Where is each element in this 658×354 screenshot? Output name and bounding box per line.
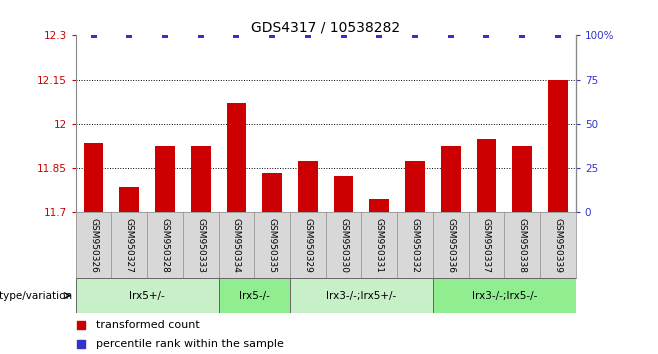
Point xyxy=(76,341,86,347)
Text: GSM950329: GSM950329 xyxy=(303,218,313,273)
Bar xyxy=(226,103,246,212)
Text: lrx5+/-: lrx5+/- xyxy=(129,291,165,301)
Bar xyxy=(370,199,389,212)
Bar xyxy=(513,146,532,212)
Text: genotype/variation: genotype/variation xyxy=(0,291,72,301)
Point xyxy=(195,33,206,38)
Bar xyxy=(290,278,433,313)
Point xyxy=(124,33,134,38)
Point xyxy=(231,33,241,38)
Text: GSM950336: GSM950336 xyxy=(446,218,455,273)
Point xyxy=(517,33,528,38)
Point xyxy=(445,33,456,38)
Bar xyxy=(191,146,211,212)
Text: GSM950333: GSM950333 xyxy=(196,218,205,273)
Point xyxy=(88,33,99,38)
Bar xyxy=(476,139,496,212)
Bar xyxy=(405,161,425,212)
Bar xyxy=(218,278,290,313)
Point xyxy=(410,33,420,38)
Bar xyxy=(441,146,461,212)
Point xyxy=(553,33,563,38)
Text: lrx3-/-;lrx5+/-: lrx3-/-;lrx5+/- xyxy=(326,291,397,301)
Text: transformed count: transformed count xyxy=(95,320,199,331)
Text: GSM950326: GSM950326 xyxy=(89,218,98,273)
Text: GSM950332: GSM950332 xyxy=(411,218,420,273)
Bar xyxy=(334,176,353,212)
Text: GSM950337: GSM950337 xyxy=(482,218,491,273)
Point xyxy=(160,33,170,38)
Bar xyxy=(433,278,576,313)
Bar xyxy=(298,161,318,212)
Point xyxy=(481,33,492,38)
Point xyxy=(76,322,86,328)
Bar xyxy=(120,187,139,212)
Text: GSM950330: GSM950330 xyxy=(339,218,348,273)
Text: GSM950331: GSM950331 xyxy=(375,218,384,273)
Bar xyxy=(548,80,568,212)
Point xyxy=(303,33,313,38)
Text: GSM950339: GSM950339 xyxy=(553,218,563,273)
Bar xyxy=(155,146,175,212)
Text: GSM950328: GSM950328 xyxy=(161,218,170,273)
Text: GSM950338: GSM950338 xyxy=(518,218,526,273)
Text: lrx3-/-;lrx5-/-: lrx3-/-;lrx5-/- xyxy=(472,291,537,301)
Point xyxy=(374,33,384,38)
Text: percentile rank within the sample: percentile rank within the sample xyxy=(95,339,284,349)
Text: GSM950335: GSM950335 xyxy=(268,218,276,273)
Text: GSM950334: GSM950334 xyxy=(232,218,241,273)
Point xyxy=(267,33,278,38)
Text: lrx5-/-: lrx5-/- xyxy=(239,291,270,301)
Text: GSM950327: GSM950327 xyxy=(125,218,134,273)
Title: GDS4317 / 10538282: GDS4317 / 10538282 xyxy=(251,20,400,34)
Point xyxy=(338,33,349,38)
Bar xyxy=(76,278,218,313)
Bar xyxy=(84,143,103,212)
Bar xyxy=(263,172,282,212)
